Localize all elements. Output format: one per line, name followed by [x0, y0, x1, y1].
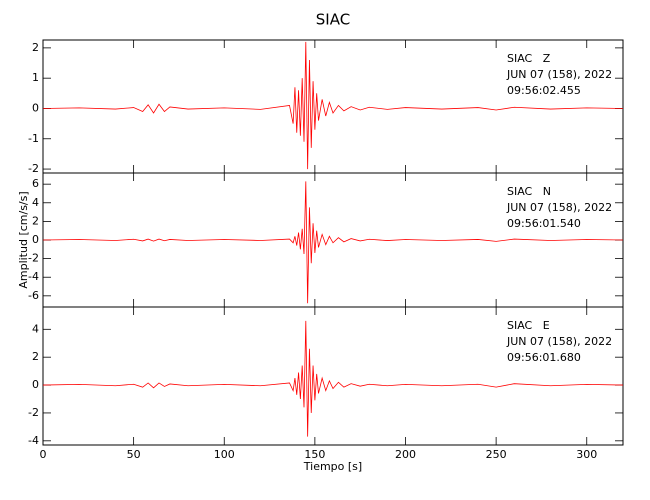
panel-frame — [42, 306, 624, 446]
y-axis-label: Amplitud [cm/s/s] — [17, 191, 30, 288]
x-tick-label: 100 — [214, 448, 235, 461]
station-annotation: JUN 07 (158), 2022 — [506, 201, 612, 214]
x-tick-label: 50 — [127, 448, 141, 461]
x-tick-label: 150 — [304, 448, 325, 461]
y-tick-label: -1 — [28, 132, 39, 145]
x-tick-label: 0 — [40, 448, 47, 461]
chart-title: SIAC — [316, 11, 350, 29]
x-tick-label: 250 — [486, 448, 507, 461]
y-tick-label: 4 — [32, 196, 39, 209]
x-tick-label: 300 — [576, 448, 597, 461]
y-tick-label: 2 — [32, 41, 39, 54]
station-annotation: SIAC N — [507, 185, 551, 198]
station-annotation: JUN 07 (158), 2022 — [506, 335, 612, 348]
y-tick-label: -2 — [28, 252, 39, 265]
y-tick-label: -4 — [28, 434, 39, 447]
station-annotation: SIAC Z — [507, 52, 551, 65]
y-tick-label: 4 — [32, 322, 39, 335]
station-annotation: 09:56:01.540 — [507, 217, 581, 230]
waveform — [42, 320, 624, 437]
x-tick-label: 200 — [395, 448, 416, 461]
y-tick-label: -4 — [28, 270, 39, 283]
station-annotation: 09:56:02.455 — [507, 84, 581, 97]
waveform — [42, 181, 624, 304]
y-tick-label: -6 — [28, 289, 39, 302]
waveform — [42, 41, 624, 170]
y-tick-label: -2 — [28, 162, 39, 175]
station-annotation: 09:56:01.680 — [507, 351, 581, 364]
station-annotation: SIAC E — [507, 319, 550, 332]
y-tick-label: 2 — [32, 350, 39, 363]
station-annotation: JUN 07 (158), 2022 — [506, 68, 612, 81]
y-tick-label: 0 — [32, 101, 39, 114]
x-axis-label: Tiempo [s] — [303, 460, 362, 473]
y-tick-label: -2 — [28, 406, 39, 419]
y-tick-label: 0 — [32, 233, 39, 246]
y-tick-label: 6 — [32, 177, 39, 190]
y-tick-label: 0 — [32, 378, 39, 391]
y-tick-label: 2 — [32, 214, 39, 227]
y-tick-label: 1 — [32, 71, 39, 84]
